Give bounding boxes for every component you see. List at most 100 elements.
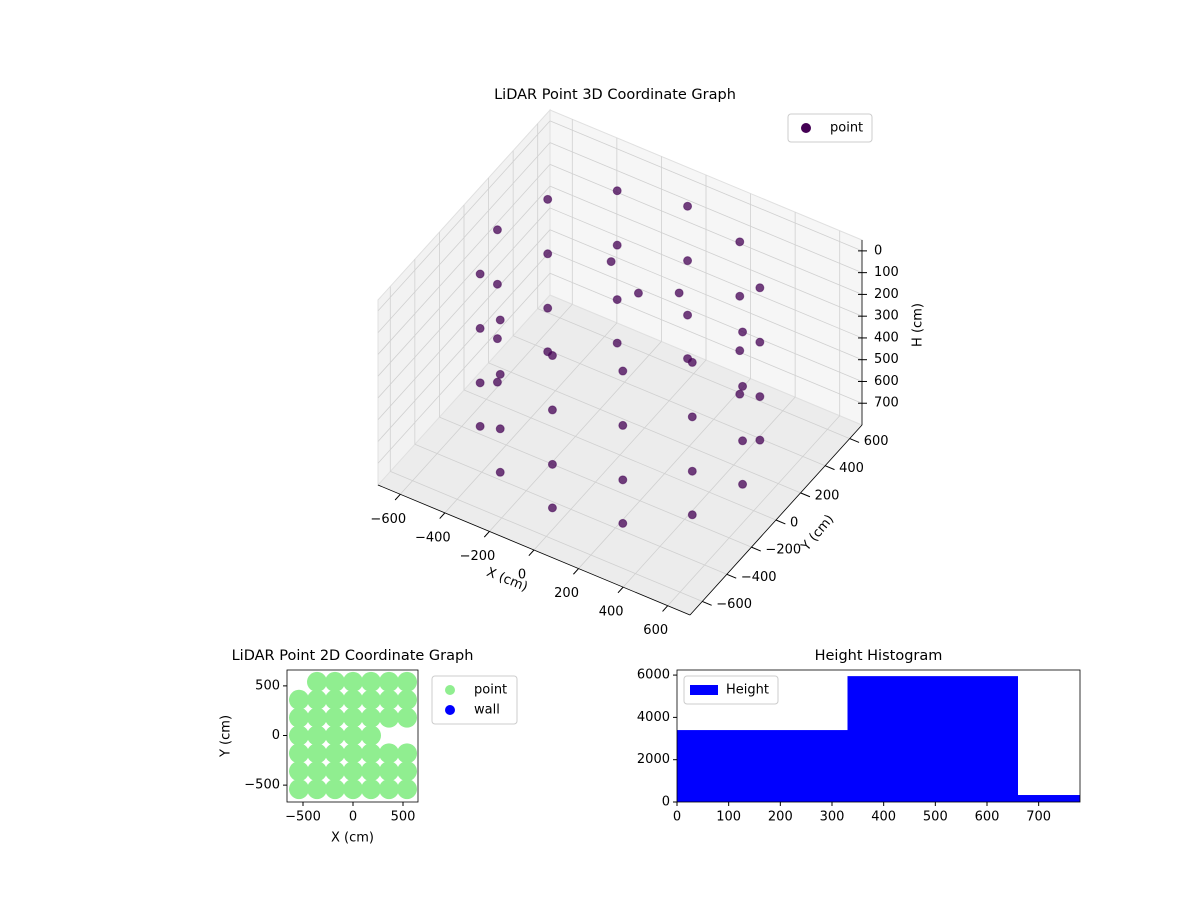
grid-line <box>414 443 728 575</box>
point <box>343 707 363 728</box>
x-tick-label: −200 <box>460 549 496 564</box>
z-tick-label: 0 <box>874 243 882 258</box>
point <box>683 310 693 320</box>
x-tick <box>617 586 624 594</box>
legend-label: Height <box>726 683 769 698</box>
z-tick-label: 500 <box>874 352 899 367</box>
grid-line <box>549 185 863 317</box>
y-tick-label: 200 <box>815 488 840 503</box>
chart-title: Height Histogram <box>815 648 943 664</box>
x-tick-label: 300 <box>820 810 845 825</box>
legend-marker <box>445 705 455 715</box>
point <box>307 743 327 764</box>
point <box>543 347 553 357</box>
x-tick-label: 600 <box>975 810 1000 825</box>
x-tick-label: 100 <box>716 810 741 825</box>
x-tick <box>528 549 535 557</box>
z-tick-label: 100 <box>874 265 899 280</box>
point <box>495 424 505 434</box>
grid-line <box>377 207 551 399</box>
x-tick-label: 200 <box>554 586 579 601</box>
point <box>612 240 622 250</box>
legend-label: point <box>830 121 863 136</box>
grid-line <box>390 471 703 602</box>
legend-marker <box>445 685 455 695</box>
point <box>307 779 327 800</box>
grid-line <box>377 142 551 333</box>
chart-title: LiDAR Point 2D Coordinate Graph <box>232 648 474 664</box>
x-tick-label: 700 <box>1026 810 1051 825</box>
point <box>325 689 345 710</box>
point <box>687 412 697 422</box>
legend-label: point <box>474 683 507 698</box>
grid-line <box>549 142 863 274</box>
x-tick-label: 0 <box>518 568 526 583</box>
z-tick-label: 300 <box>874 309 899 324</box>
point <box>307 725 327 746</box>
grid-line <box>377 185 551 377</box>
grid-line <box>512 335 826 467</box>
point <box>289 779 309 800</box>
point <box>547 503 557 513</box>
y-tick-label: 400 <box>839 461 864 476</box>
point <box>735 346 745 356</box>
point <box>495 369 505 379</box>
point <box>612 295 622 305</box>
bar <box>847 676 1018 802</box>
point <box>325 779 345 800</box>
grid-line <box>463 389 777 521</box>
point <box>379 761 399 782</box>
point <box>397 671 417 692</box>
point <box>307 671 327 692</box>
point <box>618 366 628 376</box>
point <box>289 761 309 782</box>
x-tick <box>662 605 669 612</box>
point <box>325 725 345 746</box>
point <box>379 779 399 800</box>
y-tick-label: 500 <box>255 678 280 693</box>
point <box>397 779 417 800</box>
z-tick-label: 700 <box>874 396 899 411</box>
point <box>397 743 417 764</box>
grid-line <box>549 272 863 404</box>
point <box>379 743 399 764</box>
point <box>492 377 502 387</box>
chart-title: LiDAR Point 3D Coordinate Graph <box>494 87 736 103</box>
point <box>361 671 381 692</box>
point <box>495 315 505 325</box>
point <box>618 518 628 528</box>
x-tick-label: −500 <box>285 810 321 825</box>
point <box>547 405 557 415</box>
y-tick <box>702 600 712 606</box>
point <box>361 689 381 710</box>
z-tick-label: 600 <box>874 374 899 389</box>
y-axis-label: Y (cm) <box>219 715 234 758</box>
y-tick <box>751 546 761 552</box>
point <box>343 779 363 800</box>
grid-line <box>439 416 752 548</box>
point <box>755 283 765 293</box>
grid-line <box>537 308 850 439</box>
y-tick-label: −200 <box>765 543 801 558</box>
y-tick <box>726 573 737 579</box>
x-tick <box>573 568 579 575</box>
grid-line <box>377 272 551 464</box>
point <box>343 725 363 746</box>
point <box>547 459 557 469</box>
z-tick-label: 200 <box>874 287 899 302</box>
point <box>738 436 748 446</box>
x-tick <box>394 493 401 501</box>
point <box>612 338 622 348</box>
point <box>738 479 748 489</box>
point <box>343 689 363 710</box>
grid-line <box>549 164 863 295</box>
point <box>343 671 363 692</box>
point <box>361 725 381 746</box>
bar <box>677 730 848 802</box>
point <box>343 743 363 764</box>
grid-line <box>377 251 551 442</box>
y-tick-label: 2000 <box>637 752 670 767</box>
y-tick <box>800 492 811 498</box>
